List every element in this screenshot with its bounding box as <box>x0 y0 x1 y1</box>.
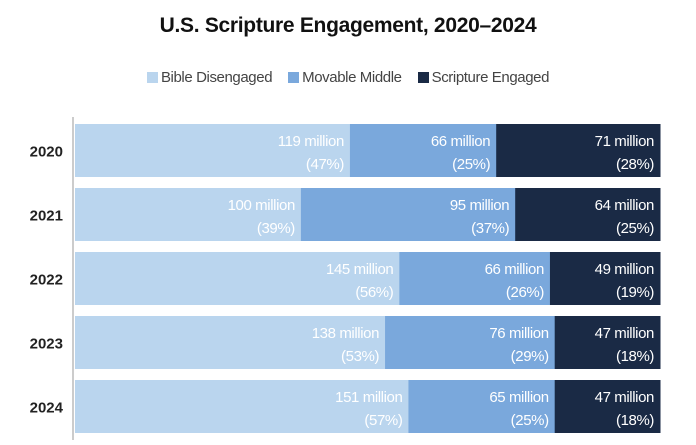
bar-segment <box>515 188 661 241</box>
data-label: 49 million <box>595 261 654 278</box>
data-label: 47 million <box>595 325 654 342</box>
legend-label: Movable Middle <box>302 69 402 86</box>
legend-swatch <box>417 72 429 83</box>
data-label-percent: (26%) <box>506 284 544 301</box>
bar-segment <box>300 188 516 241</box>
data-label: 66 million <box>485 261 544 278</box>
y-tick-label: 2020 <box>30 144 63 161</box>
data-label-percent: (25%) <box>616 220 654 237</box>
data-label-percent: (47%) <box>306 156 344 173</box>
legend: Bible Disengaged Movable Middle Scriptur… <box>0 69 696 86</box>
bar-segment <box>75 252 400 305</box>
data-label: 100 million <box>228 197 295 214</box>
bar-segment <box>399 252 551 305</box>
data-label-percent: (37%) <box>471 220 509 237</box>
legend-item-scripture-engaged: Scripture Engaged <box>417 69 550 86</box>
legend-swatch <box>288 72 300 83</box>
legend-item-movable-middle: Movable Middle <box>288 69 402 86</box>
bar-segment <box>554 316 661 369</box>
bar-segment <box>75 124 351 177</box>
data-label: 145 million <box>326 261 393 278</box>
y-tick-label: 2024 <box>30 400 64 417</box>
bar-segment <box>349 124 497 177</box>
y-tick-label: 2021 <box>30 208 63 225</box>
data-label-percent: (18%) <box>616 348 654 365</box>
y-tick-label: 2023 <box>30 336 63 353</box>
data-label: 66 million <box>431 133 490 150</box>
data-label-percent: (18%) <box>616 412 654 429</box>
data-label: 71 million <box>595 133 654 150</box>
data-label: 64 million <box>595 197 654 214</box>
legend-label: Bible Disengaged <box>160 69 273 86</box>
legend-swatch <box>146 72 158 83</box>
data-label-percent: (25%) <box>452 156 490 173</box>
bar-segment <box>549 252 661 305</box>
data-label: 119 million <box>278 133 344 150</box>
data-label-percent: (53%) <box>341 348 379 365</box>
data-label-percent: (57%) <box>364 412 402 429</box>
bar-segment <box>385 316 556 369</box>
data-label-percent: (25%) <box>511 412 549 429</box>
data-label: 76 million <box>489 325 548 342</box>
data-label-percent: (19%) <box>616 284 654 301</box>
chart-title: U.S. Scripture Engagement, 2020–2024 <box>159 14 537 37</box>
bar-segment <box>496 124 661 177</box>
data-label: 65 million <box>489 389 548 406</box>
data-label-percent: (56%) <box>355 284 393 301</box>
y-tick-label: 2022 <box>30 272 63 289</box>
data-label: 47 million <box>595 389 654 406</box>
data-label-percent: (29%) <box>511 348 549 365</box>
legend-item-bible-disengaged: Bible Disengaged <box>146 69 273 86</box>
bar-segment <box>75 316 386 369</box>
legend-label: Scripture Engaged <box>431 69 550 86</box>
bar-segment <box>554 380 661 433</box>
data-label-percent: (28%) <box>616 156 654 173</box>
data-label: 151 million <box>335 389 402 406</box>
data-label: 138 million <box>312 325 379 342</box>
bar-segment <box>408 380 556 433</box>
data-label: 95 million <box>450 197 509 214</box>
data-label-percent: (39%) <box>257 220 295 237</box>
bar-segment <box>75 380 409 433</box>
bar-segment <box>75 188 302 241</box>
